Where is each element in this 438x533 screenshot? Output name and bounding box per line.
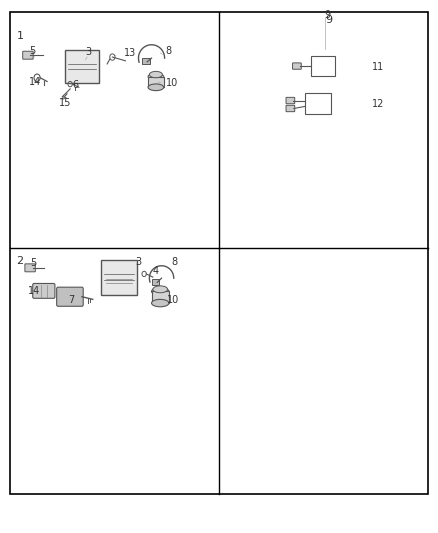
FancyBboxPatch shape [57,287,83,306]
FancyBboxPatch shape [142,58,150,64]
Text: 8: 8 [171,257,177,267]
Text: 9: 9 [324,10,330,20]
Text: 12: 12 [372,99,385,109]
FancyBboxPatch shape [286,98,295,104]
Text: 10: 10 [166,77,178,87]
Text: 7: 7 [68,295,74,305]
FancyBboxPatch shape [293,63,301,69]
Text: 9: 9 [325,14,333,25]
FancyBboxPatch shape [23,51,33,59]
FancyBboxPatch shape [25,264,35,272]
Ellipse shape [148,84,164,91]
Ellipse shape [152,288,169,295]
Text: 15: 15 [59,98,71,108]
Ellipse shape [149,71,162,78]
Text: 8: 8 [166,46,172,56]
Text: 1: 1 [17,30,24,41]
Text: 10: 10 [167,295,179,305]
FancyBboxPatch shape [101,260,137,295]
Text: 5: 5 [29,46,35,56]
Text: 3: 3 [135,257,141,266]
Text: 4: 4 [153,266,159,276]
Text: 3: 3 [85,47,91,57]
FancyBboxPatch shape [286,106,295,112]
Text: 11: 11 [372,62,385,71]
FancyBboxPatch shape [33,284,55,298]
Bar [148,77,164,87]
Text: 14: 14 [28,286,41,296]
Bar [305,93,331,114]
Ellipse shape [153,286,168,293]
Ellipse shape [152,300,169,307]
Text: 13: 13 [124,49,136,58]
FancyBboxPatch shape [152,279,159,285]
Ellipse shape [148,74,164,80]
Text: 6: 6 [72,79,78,90]
Bar [311,56,336,76]
Bar [152,292,169,303]
Text: 2: 2 [17,256,24,266]
FancyBboxPatch shape [65,50,99,83]
Text: 5: 5 [30,258,36,268]
Text: 14: 14 [29,77,42,87]
